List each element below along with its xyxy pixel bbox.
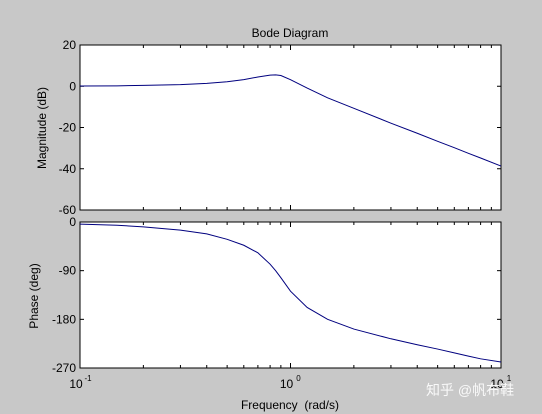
magnitude-y-label: Magnitude (dB)	[35, 87, 49, 169]
magnitude-series-line	[79, 74, 502, 167]
phase-series-line	[79, 223, 502, 363]
x-tick-label: 10	[69, 377, 83, 391]
phase-plot-area	[79, 221, 502, 369]
x-tick-label: 10	[280, 377, 294, 391]
y-tick-label: -270	[52, 361, 76, 375]
x-axis-label: Frequency (rad/s)	[241, 398, 339, 412]
y-tick-label: -20	[59, 121, 77, 135]
watermark-text: 知乎 @帆布鞋	[426, 382, 515, 398]
y-tick-label: -90	[59, 264, 77, 278]
y-tick-label: 0	[69, 215, 76, 229]
magnitude-plot-area	[79, 44, 502, 211]
y-tick-label: 20	[63, 38, 77, 52]
phase-y-label: Phase (deg)	[27, 263, 41, 328]
y-tick-label: -60	[59, 203, 77, 217]
x-tick-label: 10	[490, 377, 504, 391]
x-tick-label-exponent: 0	[296, 374, 301, 383]
y-tick-label: -40	[59, 162, 77, 176]
x-tick-label-exponent: -1	[84, 374, 92, 383]
y-tick-label: 0	[69, 79, 76, 93]
magnitude-ticks: 20 0 -20 -40 -60	[59, 38, 502, 217]
magnitude-axes: Bode Diagram Magnitude (dB) 20 0 -20 -40 -60	[35, 26, 502, 217]
x-tick-label-exponent: 1	[507, 374, 512, 383]
chart-title: Bode Diagram	[252, 26, 329, 40]
y-tick-label: -180	[52, 312, 76, 326]
